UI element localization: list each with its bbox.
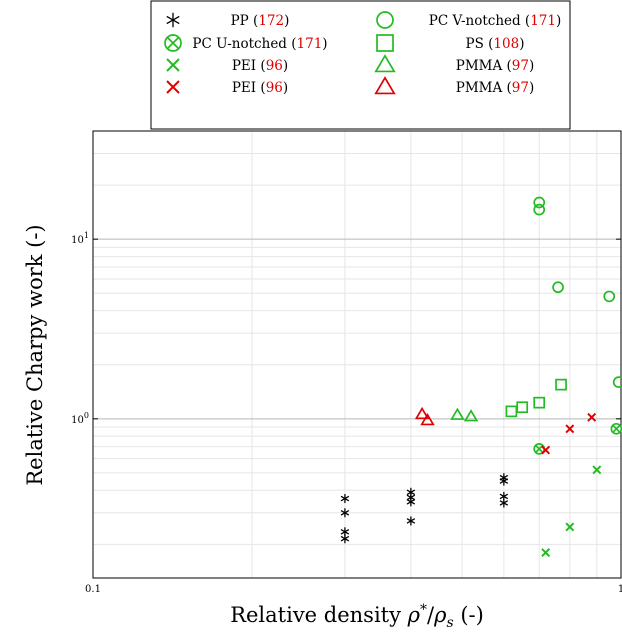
ticks: 0.1 1 100 101 [71,131,622,595]
data-point [420,412,435,426]
data-point [610,422,622,435]
legend-marker [166,80,180,94]
plot-frame [92,130,622,579]
grid [92,130,622,578]
y-tick-label: 100 [71,411,89,426]
data-point [340,534,350,544]
y-axis-title: Relative Charpy work (-) [23,224,47,485]
legend: PP (172) PC U-notched (171) PEI (96) PEI (9… [150,0,571,130]
legend-box [150,0,571,130]
x-axis-title: Relative density ρ*/ρs (-) [230,602,484,631]
legend-marker [376,11,394,29]
data-point [587,412,597,422]
legend-label: PEI (96) [232,58,288,74]
data-point [533,196,546,209]
y-tick-label: 101 [71,231,89,246]
data-points [340,196,622,558]
x-axis-title-text: Relative density [230,603,407,627]
legend-label: PMMA (97) [456,80,535,96]
legend-marker [164,34,182,52]
data-point [505,405,518,418]
data-point [592,465,602,475]
data-point [565,424,575,434]
data-point [541,548,551,558]
data-point [406,497,416,507]
data-point [552,281,564,294]
data-point [414,406,430,420]
legend-label: PP (172) [231,13,290,29]
legend-marker [166,58,180,72]
x-axis-title-rho-s: ρ [433,603,447,627]
legend-marker [166,12,180,28]
x-tick-label: 1 [618,584,622,595]
x-tick-label: 0.1 [85,584,101,595]
legend-marker [376,34,394,52]
data-point [603,290,616,303]
data-point [463,409,479,422]
x-axis-title-slash: / [427,603,435,627]
data-point [533,203,546,216]
legend-label: PMMA (97) [456,58,535,74]
legend-marker [374,54,396,73]
data-point [533,396,546,409]
x-axis-title-rho: ρ [407,603,421,627]
legend-marker [374,76,396,95]
data-point [612,376,622,388]
data-point [565,522,575,532]
legend-label: PC V-notched (171) [429,13,562,29]
data-point [555,378,567,391]
x-axis-title-star: * [420,602,427,618]
data-point [340,508,350,518]
data-point [516,401,529,414]
data-point [541,445,551,455]
legend-label: PS (108) [466,36,525,52]
legend-label: PEI (96) [232,80,288,96]
data-point [499,476,509,486]
data-point [406,516,416,526]
legend-label: PC U-notched (171) [192,36,327,52]
data-point [450,407,465,420]
x-axis-title-sub: s [446,615,453,631]
data-point [340,494,350,504]
x-axis-title-unit: (-) [454,603,484,627]
data-point [499,498,509,508]
